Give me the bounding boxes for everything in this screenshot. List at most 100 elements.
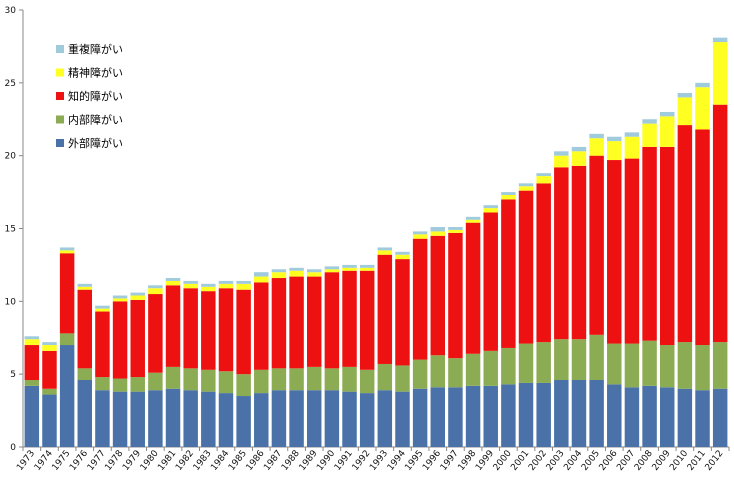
- legend-swatch: [56, 115, 64, 124]
- legend-swatch: [56, 139, 64, 147]
- bar-segment: [465, 385, 481, 447]
- bar-segment: [377, 254, 393, 364]
- bar-segment: [412, 231, 428, 235]
- bar-segment: [183, 288, 198, 369]
- bar-segment: [95, 308, 110, 312]
- bar-segment: [659, 345, 675, 388]
- bar-segment: [59, 253, 75, 334]
- bar-segment: [342, 391, 357, 447]
- y-tick-label: 15: [5, 225, 16, 235]
- bar-segment: [359, 267, 375, 271]
- bar-segment: [289, 267, 304, 271]
- bar-segment: [254, 393, 269, 447]
- bar-segment: [183, 280, 198, 284]
- bar-segment: [359, 393, 375, 447]
- bar-segment: [395, 259, 410, 366]
- bar-segment: [554, 155, 569, 168]
- legend-label: 精神障がい: [68, 66, 123, 80]
- bar-segment: [624, 158, 640, 344]
- bar-segment: [254, 369, 269, 394]
- bar-segment: [112, 295, 128, 299]
- bar-segment: [24, 379, 40, 386]
- bar-segment: [430, 355, 446, 388]
- bar-segment: [589, 334, 604, 380]
- legend-item: 外部障がい: [56, 136, 123, 150]
- x-tick-label: 2011: [686, 449, 708, 473]
- bar-segment: [412, 359, 428, 389]
- bar-segment: [607, 384, 622, 447]
- bar-segment: [148, 288, 163, 295]
- y-tick-label: 0: [10, 443, 16, 453]
- bar-segment: [165, 388, 181, 447]
- legend-item: 重複障がい: [56, 42, 123, 56]
- bar-segment: [165, 285, 181, 367]
- x-tick-label: 1973: [15, 449, 37, 473]
- bar-segment: [465, 216, 481, 220]
- legend-swatch: [56, 92, 64, 100]
- bar-segment: [201, 286, 216, 292]
- y-tick-label: 20: [5, 152, 17, 162]
- bar-segment: [642, 340, 657, 386]
- bar-segment: [289, 276, 304, 369]
- bar-segment: [165, 278, 181, 281]
- y-tick-label: 10: [5, 297, 17, 307]
- x-tick-label: 1984: [209, 448, 231, 472]
- bar-segment: [218, 393, 234, 447]
- bar-segment: [130, 377, 145, 392]
- bar-segment: [42, 345, 57, 351]
- bar-segment: [59, 250, 75, 254]
- bar-segment: [554, 167, 569, 340]
- bar-segment: [624, 387, 640, 447]
- bar-segment: [412, 388, 428, 447]
- y-tick-label: 30: [5, 6, 17, 16]
- x-tick-label: 1985: [227, 449, 249, 473]
- bar-segment: [712, 104, 728, 343]
- x-tick-label: 1991: [333, 449, 355, 473]
- bar-segment: [571, 151, 587, 166]
- bar-segment: [483, 205, 498, 209]
- plot-area: 0 5 10 15 20 25 30 1973197419751976197719781979…: [5, 6, 730, 473]
- bar-segment: [112, 301, 128, 379]
- x-tick-label: 1989: [298, 448, 320, 472]
- bar-segment: [77, 379, 93, 447]
- bar-segment: [254, 282, 269, 370]
- x-tick-label: 1982: [174, 449, 196, 473]
- bar-segment: [254, 276, 269, 283]
- bar-segment: [59, 333, 75, 346]
- legend-label: 重複障がい: [68, 42, 123, 56]
- bar-segment: [518, 382, 534, 447]
- bar-segment: [42, 342, 57, 346]
- x-tick-label: 1983: [192, 449, 214, 473]
- x-tick-label: 1974: [33, 448, 55, 472]
- bar-segment: [465, 219, 481, 223]
- bar-segment: [24, 385, 40, 447]
- bar-segment: [607, 160, 622, 344]
- x-tick-label: 1978: [103, 448, 125, 472]
- bar-segment: [571, 339, 587, 380]
- bar-segment: [148, 285, 163, 289]
- bar-segment: [271, 272, 287, 279]
- bar-segment: [624, 132, 640, 137]
- bar-segment: [236, 283, 251, 290]
- bar-segment: [430, 387, 446, 447]
- bar-segment: [659, 111, 675, 117]
- bar-segment: [342, 264, 357, 268]
- bar-segment: [659, 116, 675, 147]
- x-tick-label: 2003: [545, 449, 567, 473]
- x-tick-label: 1998: [456, 448, 478, 472]
- x-tick-label: 1993: [368, 449, 390, 473]
- bar-segment: [695, 82, 710, 88]
- x-tick-label: 1999: [474, 448, 496, 472]
- bar-segment: [642, 385, 657, 447]
- bar-segment: [130, 391, 145, 447]
- bar-segment: [518, 183, 534, 187]
- bar-segment: [77, 368, 93, 380]
- bar-segment: [624, 136, 640, 159]
- x-tick-label: 1992: [351, 449, 373, 473]
- x-tick-label: 1990: [315, 448, 337, 472]
- bar-segment: [712, 342, 728, 389]
- bar-segment: [148, 294, 163, 373]
- x-tick-label: 1975: [51, 449, 73, 473]
- x-tick-label: 2012: [704, 449, 726, 473]
